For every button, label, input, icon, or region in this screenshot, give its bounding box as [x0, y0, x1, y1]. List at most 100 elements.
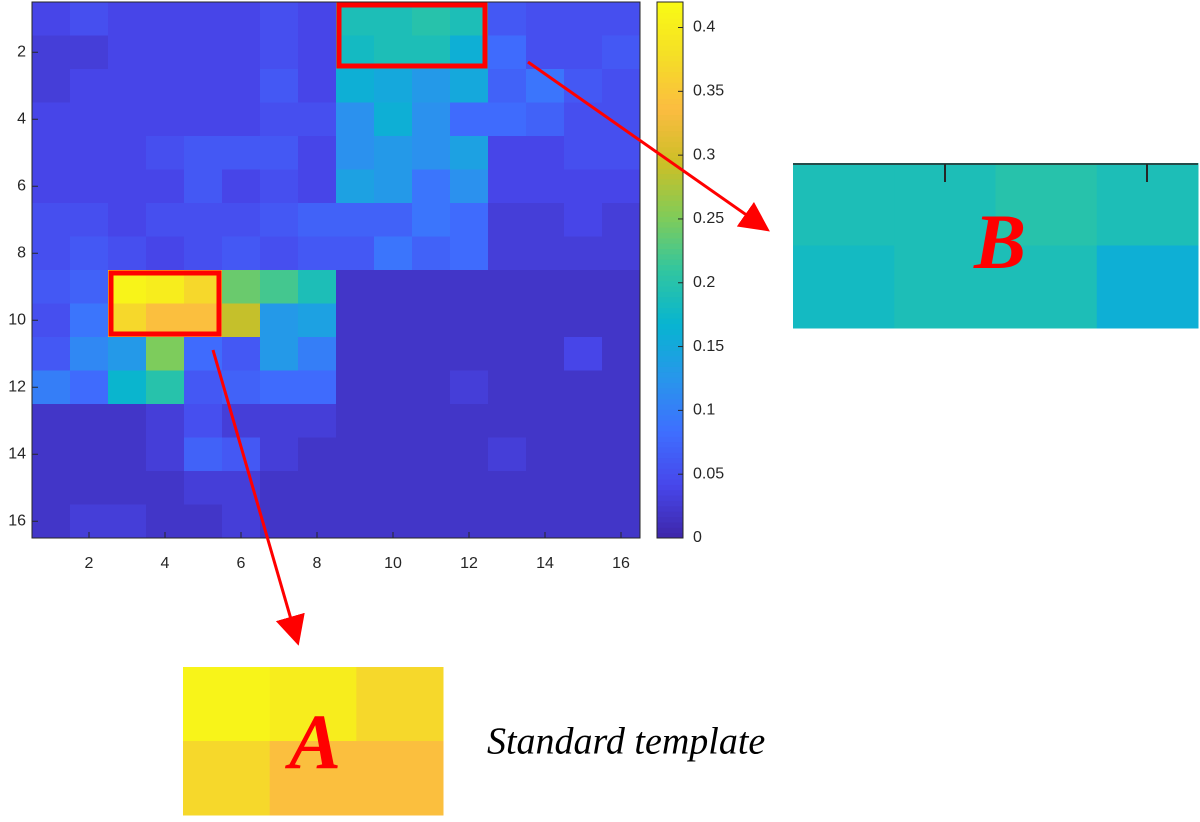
cell	[260, 270, 299, 304]
colorbar-segment	[657, 109, 683, 116]
colorbar-segment	[657, 361, 683, 367]
cell	[526, 437, 565, 472]
colorbar-segment	[657, 125, 683, 132]
cell	[374, 69, 413, 103]
cell	[32, 270, 71, 304]
colorbar-segment	[657, 66, 683, 73]
colorbar-segment	[657, 55, 683, 62]
colorbar-segment	[657, 119, 683, 126]
colorbar-segment	[657, 130, 683, 137]
cell	[260, 102, 299, 137]
cell	[412, 270, 451, 304]
cell	[602, 337, 641, 371]
cell	[70, 2, 109, 36]
cell	[488, 35, 527, 70]
cell	[146, 203, 185, 237]
cell	[222, 471, 261, 505]
inset-label: A	[284, 698, 341, 785]
cell	[526, 102, 565, 137]
colorbar-tick-label: 0.15	[693, 338, 724, 355]
cell	[336, 236, 375, 271]
cell	[412, 404, 451, 438]
colorbar-segment	[657, 200, 683, 207]
cell	[450, 471, 489, 505]
cell	[260, 203, 299, 237]
cell	[222, 303, 261, 338]
cell	[70, 169, 109, 204]
colorbar-segment	[657, 312, 683, 319]
cell	[260, 370, 299, 405]
colorbar-segment	[657, 248, 683, 255]
colorbar-segment	[657, 216, 683, 223]
arrow	[211, 349, 305, 646]
inset-cell	[356, 741, 444, 816]
cell	[488, 270, 527, 304]
colorbar-segment	[657, 50, 683, 57]
colorbar-tick-label: 0.2	[693, 274, 715, 291]
colorbar-segment	[657, 334, 683, 341]
cell	[526, 337, 565, 371]
cell	[602, 303, 641, 338]
colorbar-segment	[657, 146, 683, 153]
colorbar-segment	[657, 307, 683, 314]
cell	[564, 102, 603, 137]
inset-cell	[269, 741, 357, 816]
cell	[146, 69, 185, 103]
colorbar-segment	[657, 430, 683, 437]
colorbar-segment	[657, 221, 683, 228]
cell	[526, 2, 565, 36]
colorbar-segment	[657, 184, 683, 191]
cell	[146, 2, 185, 36]
cell	[564, 69, 603, 103]
cell	[184, 136, 223, 170]
cell	[488, 404, 527, 438]
colorbar-segment	[657, 404, 683, 410]
colorbar-segment	[657, 34, 683, 41]
x-tick-label: 12	[460, 555, 478, 572]
cell	[564, 337, 603, 371]
x-tick-label: 6	[237, 555, 246, 572]
colorbar-segment	[657, 77, 683, 83]
cell	[298, 471, 337, 505]
cell	[32, 337, 71, 371]
cell	[412, 370, 451, 405]
cell	[564, 136, 603, 170]
colorbar-tick-label: 0	[693, 529, 702, 546]
y-tick-label: 14	[8, 445, 26, 462]
plot-frame	[31, 1, 641, 539]
x-tick-label: 2	[85, 555, 94, 572]
colorbar-segment	[657, 328, 683, 335]
cell	[374, 303, 413, 338]
colorbar-segment	[657, 12, 683, 19]
inset-cell	[183, 741, 271, 816]
cell	[450, 2, 489, 36]
cell	[412, 136, 451, 170]
cell	[450, 69, 489, 103]
cell	[184, 102, 223, 137]
colorbar-segment	[657, 23, 683, 30]
cell	[70, 203, 109, 237]
cell	[298, 35, 337, 70]
cell	[146, 270, 185, 304]
cell	[146, 370, 185, 405]
cell	[184, 437, 223, 472]
cell	[602, 370, 641, 405]
cell	[450, 404, 489, 438]
inset-cell	[269, 667, 357, 742]
cell	[564, 437, 603, 472]
inset-cell	[995, 245, 1098, 329]
cell	[602, 35, 641, 70]
highlight-box	[108, 270, 222, 337]
colorbar-segment	[657, 409, 683, 416]
colorbar-segment	[657, 114, 683, 121]
cell	[564, 370, 603, 405]
cell	[412, 203, 451, 237]
cell	[260, 471, 299, 505]
cell	[412, 303, 451, 338]
y-tick-label: 8	[17, 244, 26, 261]
cell	[412, 337, 451, 371]
colorbar-segment	[657, 168, 683, 175]
cell	[374, 169, 413, 204]
cell	[222, 2, 261, 36]
cell	[450, 337, 489, 371]
